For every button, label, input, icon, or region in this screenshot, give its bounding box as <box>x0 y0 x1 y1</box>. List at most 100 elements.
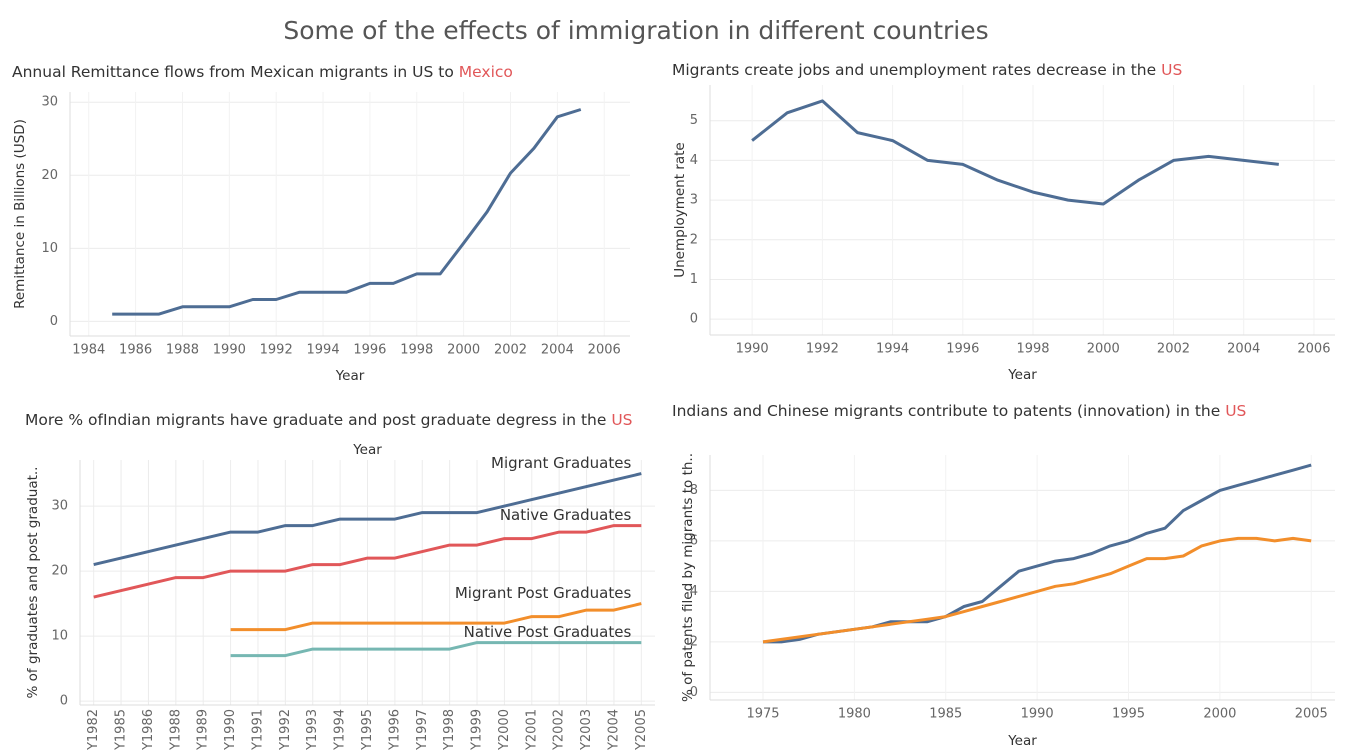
y-tick-label: 30 <box>41 95 58 110</box>
y-tick-label: 4 <box>690 153 698 168</box>
x-tick-label: Y2003 <box>579 709 594 751</box>
y-axis-label: % of patents filed by migrants to th.. <box>680 453 696 702</box>
x-tick-label: 2004 <box>541 343 574 358</box>
x-tick-label: 1996 <box>946 342 979 357</box>
x-tick-label: 1980 <box>838 707 871 722</box>
x-tick-label: 1990 <box>1021 707 1054 722</box>
y-tick-label: 10 <box>51 629 68 644</box>
x-tick-label: Y1989 <box>196 709 211 751</box>
y-tick-label: 30 <box>51 499 68 514</box>
x-tick-label: 2000 <box>1203 707 1236 722</box>
panel-title-text: Migrants create jobs and unemployment ra… <box>672 61 1161 79</box>
y-axis-label: Remittance in Billions (USD) <box>12 119 28 309</box>
series-line <box>230 602 642 632</box>
panel-title-text: Indians and Chinese migrants contribute … <box>672 402 1225 420</box>
y-tick-label: 6 <box>690 533 698 548</box>
series-label: Migrant Post Graduates <box>455 584 632 602</box>
y-tick-label: 3 <box>690 193 698 208</box>
x-tick-label: 1990 <box>213 343 246 358</box>
panel-title: Annual Remittance flows from Mexican mig… <box>12 63 513 81</box>
y-tick-label: 2 <box>690 634 698 649</box>
x-tick-label: 2006 <box>1297 342 1330 357</box>
y-tick-label: 20 <box>51 564 68 579</box>
x-axis-label: Year <box>1007 733 1037 749</box>
y-tick-label: 10 <box>41 241 58 256</box>
panel-title: Migrants create jobs and unemployment ra… <box>672 61 1182 79</box>
x-tick-label: 1992 <box>260 343 293 358</box>
panel-title-highlight: US <box>1161 61 1182 79</box>
x-tick-label: 1975 <box>746 707 779 722</box>
x-tick-label: 1986 <box>119 343 152 358</box>
x-tick-label: Y1982 <box>86 709 101 751</box>
panel-title: Indians and Chinese migrants contribute … <box>672 402 1246 420</box>
x-tick-label: 1996 <box>353 343 386 358</box>
x-tick-label: Y1995 <box>360 709 375 751</box>
x-tick-label: 1985 <box>929 707 962 722</box>
x-tick-label: Y2002 <box>552 709 567 751</box>
x-tick-label: 1992 <box>806 342 839 357</box>
x-tick-label: Y2001 <box>524 709 539 751</box>
x-tick-label: 2002 <box>494 343 527 358</box>
x-tick-label: Y2005 <box>634 709 649 751</box>
x-tick-label: 2000 <box>1087 342 1120 357</box>
panel-title-text: Annual Remittance flows from Mexican mig… <box>12 63 459 81</box>
x-tick-label: 1994 <box>307 343 340 358</box>
panel-title: More % ofIndian migrants have graduate a… <box>25 411 633 429</box>
x-tick-label: Y1996 <box>387 709 402 751</box>
series-line <box>93 524 642 599</box>
panel-title-text: More % ofIndian migrants have graduate a… <box>25 411 611 429</box>
y-tick-label: 0 <box>60 694 68 709</box>
x-tick-label: Y2000 <box>497 709 512 751</box>
x-tick-label: Y1999 <box>470 709 485 751</box>
y-axis-label: Unemployment rate <box>672 142 688 277</box>
x-tick-label: 1995 <box>1112 707 1145 722</box>
x-tick-label: Y1991 <box>250 709 265 751</box>
x-tick-label: 2004 <box>1227 342 1260 357</box>
x-axis-label: Year <box>335 368 365 384</box>
x-tick-label: 1998 <box>400 343 433 358</box>
x-tick-label: 2006 <box>588 343 621 358</box>
series-label: Migrant Graduates <box>491 454 631 472</box>
x-tick-label: Y1985 <box>114 709 129 751</box>
series-line <box>230 641 642 658</box>
y-tick-label: 2 <box>690 232 698 247</box>
x-tick-label: Y1998 <box>442 709 457 751</box>
x-tick-label: 2000 <box>447 343 480 358</box>
x-tick-label: Y1988 <box>168 709 183 751</box>
y-tick-label: 0 <box>50 314 58 329</box>
y-tick-label: 5 <box>690 113 698 128</box>
series-label: Native Post Graduates <box>464 623 632 641</box>
x-tick-label: 2005 <box>1295 707 1328 722</box>
series-line <box>751 99 1279 206</box>
x-tick-label: Y2004 <box>606 709 621 751</box>
panel-title-highlight: Mexico <box>459 63 513 81</box>
y-axis-label: % of graduates and post graduat.. <box>25 467 41 699</box>
x-tick-label: 1990 <box>736 342 769 357</box>
x-tick-label: Y1992 <box>278 709 293 751</box>
y-tick-label: 0 <box>690 312 698 327</box>
x-tick-label: 2002 <box>1157 342 1190 357</box>
series-line <box>93 472 642 567</box>
series-line <box>762 536 1312 644</box>
dashboard-title: Some of the effects of immigration in di… <box>283 16 988 45</box>
y-tick-label: 4 <box>690 584 698 599</box>
x-axis-label: Year <box>352 442 382 458</box>
x-tick-label: 1998 <box>1016 342 1049 357</box>
panel-title-highlight: US <box>1225 402 1246 420</box>
x-tick-label: Y1986 <box>141 709 156 751</box>
y-tick-label: 20 <box>41 168 58 183</box>
x-tick-label: Y1990 <box>223 709 238 751</box>
x-tick-label: Y1994 <box>333 709 348 751</box>
x-tick-label: 1994 <box>876 342 909 357</box>
x-axis-label: Year <box>1007 367 1037 383</box>
x-tick-label: 1988 <box>166 343 199 358</box>
panel-title-highlight: US <box>611 411 632 429</box>
y-tick-label: 8 <box>690 483 698 498</box>
x-tick-label: 1984 <box>72 343 105 358</box>
y-tick-label: 0 <box>690 685 698 700</box>
x-tick-label: Y1997 <box>415 709 430 751</box>
series-label: Native Graduates <box>500 506 632 524</box>
series-line <box>112 108 582 316</box>
x-tick-label: Y1993 <box>305 709 320 751</box>
